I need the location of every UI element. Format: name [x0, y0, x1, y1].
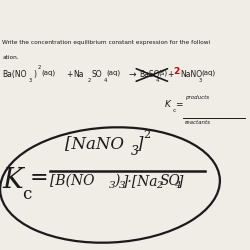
Text: 2: 2: [156, 181, 163, 190]
Text: reactants: reactants: [185, 120, 211, 125]
Text: =: =: [175, 100, 182, 109]
Text: SO: SO: [160, 174, 181, 188]
Text: ): ): [34, 70, 37, 79]
Text: K: K: [2, 168, 23, 194]
Text: +: +: [66, 70, 72, 79]
Text: Write the concentration equilibrium constant expression for the followi: Write the concentration equilibrium cons…: [2, 40, 210, 45]
Text: ): ): [114, 174, 119, 188]
Text: 3: 3: [109, 181, 116, 190]
Text: 2: 2: [38, 65, 41, 70]
Text: ]·[Na: ]·[Na: [122, 174, 158, 188]
Text: (s): (s): [159, 70, 168, 76]
Text: [B(NO: [B(NO: [50, 174, 94, 188]
Text: K: K: [165, 100, 171, 109]
Text: 4: 4: [156, 78, 160, 82]
Text: ation.: ation.: [2, 55, 19, 60]
Text: Na: Na: [74, 70, 84, 79]
Text: (aq): (aq): [106, 70, 120, 76]
Text: 4: 4: [104, 78, 107, 82]
Text: [NaNO: [NaNO: [65, 135, 124, 152]
Text: c: c: [172, 108, 176, 112]
Text: 3: 3: [119, 181, 126, 190]
Text: +: +: [168, 70, 174, 79]
Text: c: c: [22, 186, 32, 203]
Text: 3: 3: [131, 145, 139, 158]
Text: (aq): (aq): [41, 70, 56, 76]
Text: SO: SO: [91, 70, 102, 79]
Text: 2: 2: [88, 78, 91, 82]
Text: products: products: [185, 95, 209, 100]
Text: NaNO: NaNO: [180, 70, 202, 79]
Text: 3: 3: [199, 78, 202, 82]
Text: 2: 2: [174, 68, 180, 76]
Text: 3: 3: [29, 78, 32, 82]
Text: Ba(NO: Ba(NO: [2, 70, 27, 79]
Text: 2: 2: [144, 130, 151, 140]
Text: ]: ]: [136, 135, 143, 152]
Text: 4: 4: [174, 181, 180, 190]
Text: =: =: [30, 168, 48, 190]
Text: BaSO: BaSO: [139, 70, 159, 79]
Text: →: →: [129, 70, 136, 79]
Text: ]: ]: [178, 174, 183, 188]
Text: (aq): (aq): [201, 70, 216, 76]
